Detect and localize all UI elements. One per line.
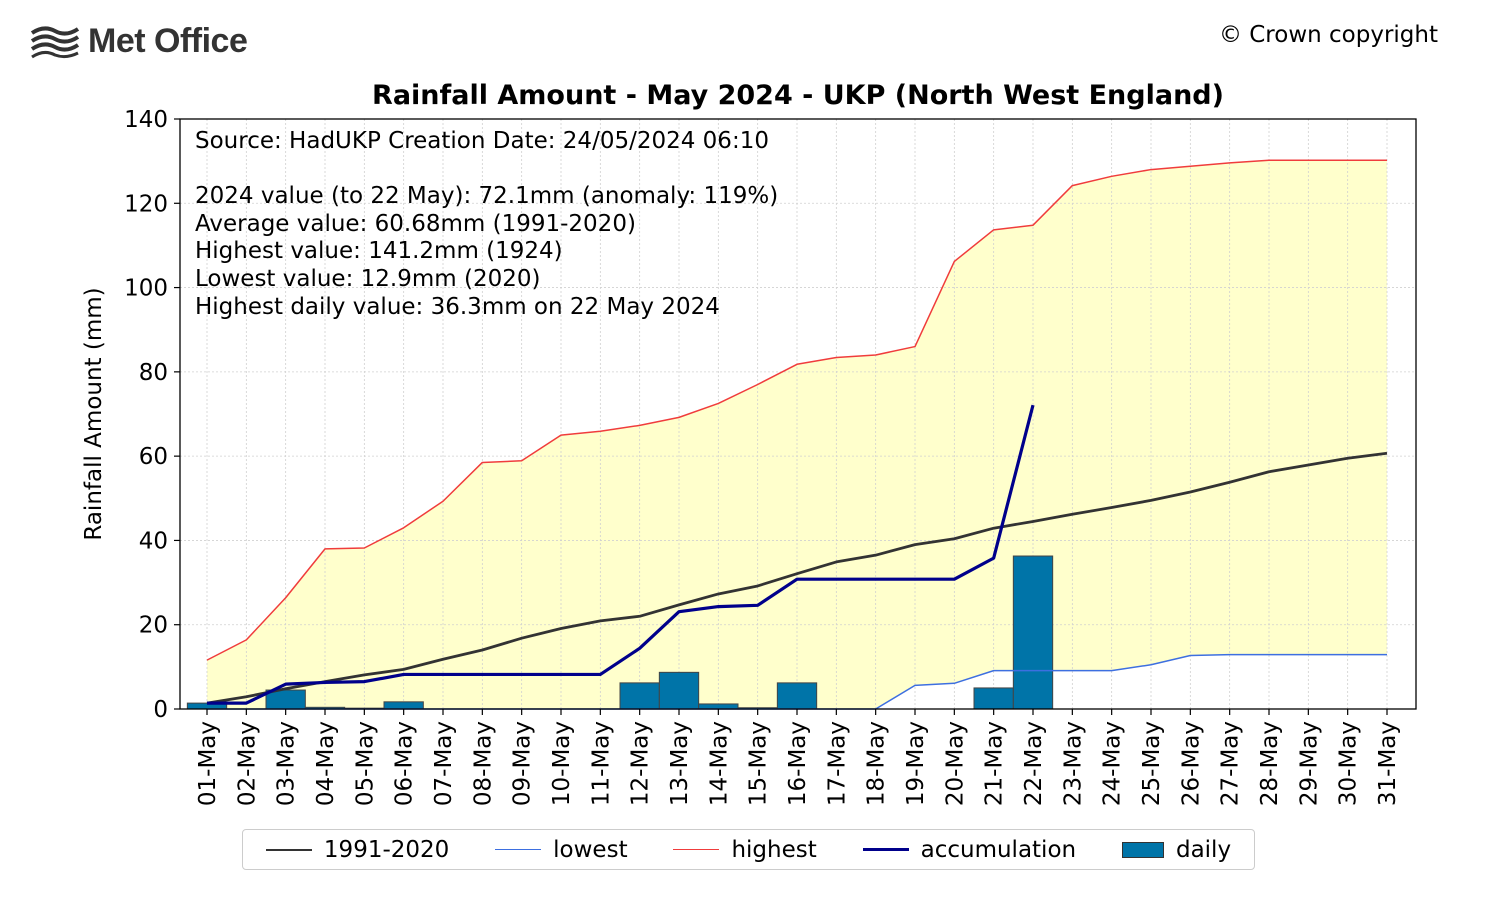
y-tick-label: 120 — [124, 191, 168, 217]
x-tick-label: 10-May — [549, 721, 575, 806]
series-line-1991-2020 — [206, 451, 1388, 705]
legend-item-daily: daily — [1121, 836, 1232, 863]
x-tick-label: 12-May — [628, 721, 654, 806]
x-tick-label: 09-May — [510, 721, 536, 806]
x-tick-label: 13-May — [667, 721, 693, 806]
x-tick-label: 22-May — [1021, 721, 1047, 806]
series-line-accumulation — [207, 404, 1035, 705]
y-tick-label: 100 — [124, 276, 168, 302]
legend-label: daily — [1175, 836, 1232, 863]
y-tick-label: 60 — [139, 444, 168, 470]
y-tick-label: 80 — [139, 360, 168, 386]
x-tick-label: 31-May — [1375, 721, 1401, 806]
x-tick-label: 29-May — [1296, 721, 1322, 806]
y-tick-label: 140 — [124, 107, 168, 133]
x-tick-label: 01-May — [195, 721, 221, 806]
legend-swatch — [265, 848, 312, 851]
x-tick-label: 15-May — [746, 721, 772, 806]
x-tick-label: 28-May — [1257, 721, 1283, 806]
x-tick-label: 06-May — [392, 721, 418, 806]
chart-title: Rainfall Amount - May 2024 - UKP (North … — [372, 80, 1224, 111]
plot-frame — [179, 118, 1417, 710]
x-tick-label: 05-May — [352, 721, 378, 806]
daily-bar — [619, 682, 660, 710]
met-office-waves-icon — [30, 25, 80, 58]
annotation-line: Average value: 60.68mm (1991-2020) — [195, 211, 636, 237]
chart-axes: 0 20 40 60 80 100 120 140 01-May 02-May 03-May 04-M… — [124, 107, 1417, 806]
daily-bar — [776, 682, 818, 710]
x-tick-label: 26-May — [1178, 721, 1204, 806]
logo-text: Met Office — [88, 22, 248, 60]
x-tick-label: 11-May — [588, 721, 614, 806]
x-tick-label: 25-May — [1139, 721, 1165, 806]
legend-swatch — [495, 849, 542, 850]
legend-label: accumulation — [920, 836, 1077, 863]
x-tick-label: 23-May — [1060, 721, 1086, 806]
band-area — [207, 160, 1387, 710]
legend-label: highest — [731, 836, 817, 863]
chart-annotations: Source: HadUKP Creation Date: 24/05/2024… — [195, 128, 778, 320]
y-axis-label: Rainfall Amount (mm) — [81, 287, 107, 540]
daily-bar — [698, 703, 739, 710]
x-tick-label: 14-May — [706, 721, 732, 806]
x-tick-label: 07-May — [431, 721, 457, 806]
x-tick-label: 04-May — [313, 721, 339, 806]
x-tick-label: 27-May — [1218, 721, 1244, 806]
legend-swatch — [862, 848, 909, 851]
x-tick-label: 30-May — [1336, 721, 1362, 806]
x-tick-label: 03-May — [274, 721, 300, 806]
x-tick-label: 17-May — [824, 721, 850, 806]
annotation-line: Highest daily value: 36.3mm on 22 May 20… — [195, 294, 720, 320]
x-tick-label: 08-May — [470, 721, 496, 806]
annotation-line: 2024 value (to 22 May): 72.1mm (anomaly:… — [195, 183, 778, 209]
y-tick-label: 40 — [139, 528, 168, 554]
legend-swatch — [673, 849, 720, 850]
legend-label: lowest — [553, 836, 628, 863]
series-line-highest — [206, 159, 1387, 661]
annotation-line: Lowest value: 12.9mm (2020) — [195, 266, 540, 292]
chart-legend: 1991-2020 lowest highest accumulation daily — [242, 829, 1255, 870]
x-tick-label: 16-May — [785, 721, 811, 806]
met-office-logo: Met Office — [30, 22, 248, 61]
daily-bar — [1012, 555, 1054, 710]
x-tick-label: 18-May — [864, 721, 890, 806]
x-tick-label: 19-May — [903, 721, 929, 806]
daily-bar — [383, 701, 424, 710]
legend-item-accumulation: accumulation — [862, 836, 1077, 863]
x-tick-label: 02-May — [234, 721, 260, 806]
daily-bar — [973, 687, 1014, 710]
legend-label: 1991-2020 — [323, 836, 450, 863]
daily-bar — [658, 671, 700, 710]
x-tick-label: 24-May — [1100, 721, 1126, 806]
annotation-line: Highest value: 141.2mm (1924) — [195, 238, 563, 264]
copyright-notice: © Crown copyright — [1218, 22, 1438, 48]
daily-bars — [186, 555, 1054, 710]
legend-item-1991-2020: 1991-2020 — [265, 836, 450, 863]
normal-range-band — [207, 160, 1387, 710]
x-tick-label: 21-May — [982, 721, 1008, 806]
y-tick-label: 20 — [139, 613, 168, 639]
annotation-line: Source: HadUKP Creation Date: 24/05/2024… — [195, 128, 769, 154]
legend-item-lowest: lowest — [495, 836, 628, 863]
legend-item-highest: highest — [673, 836, 817, 863]
y-tick-label: 0 — [153, 697, 168, 723]
legend-swatch — [1121, 841, 1164, 858]
x-tick-label: 20-May — [942, 721, 968, 806]
